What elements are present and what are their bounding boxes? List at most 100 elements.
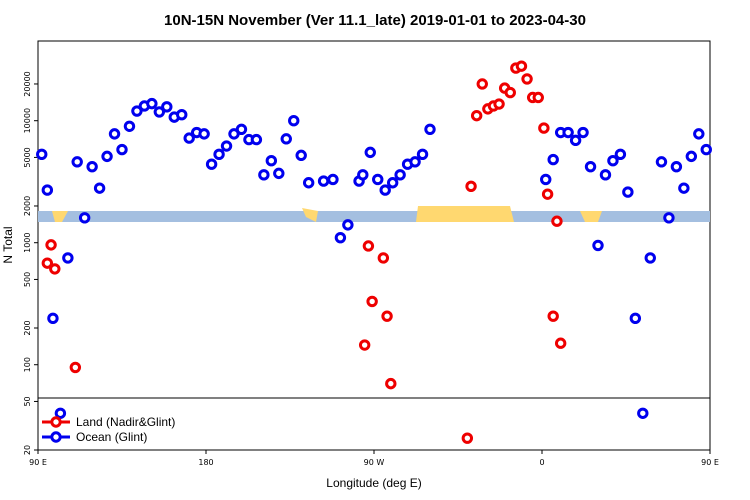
ocean-point xyxy=(47,312,59,325)
terrain-band xyxy=(38,206,710,222)
land-point xyxy=(541,188,554,200)
x-tick-label: 0 xyxy=(539,458,544,467)
terrain-land-patch xyxy=(52,211,68,222)
ocean-point xyxy=(622,186,634,198)
land-point xyxy=(493,98,505,110)
x-tick-label: 90 E xyxy=(701,458,719,467)
terrain-band-ocean xyxy=(38,211,710,222)
ocean-point xyxy=(364,146,376,159)
ocean-point xyxy=(342,219,354,231)
ocean-point xyxy=(205,158,218,170)
ocean-point xyxy=(700,143,712,156)
ocean-point xyxy=(198,128,210,140)
y-tick-label: 200 xyxy=(23,320,32,335)
y-tick-label: 2000 xyxy=(23,196,32,216)
ocean-point xyxy=(317,175,330,187)
ocean-point xyxy=(357,169,369,181)
land-point xyxy=(41,257,54,269)
ocean-point xyxy=(41,184,54,196)
ocean-point xyxy=(288,114,300,127)
ocean-point xyxy=(614,148,627,161)
ocean-point xyxy=(379,184,391,196)
ocean-point xyxy=(577,126,589,139)
ocean-point xyxy=(220,140,233,152)
ocean-point xyxy=(372,173,384,186)
ocean-point xyxy=(176,108,188,121)
x-axis-label: Longitude (deg E) xyxy=(326,476,421,490)
y-tick-label: 5000 xyxy=(23,147,32,167)
legend-ocean-label: Ocean (Glint) xyxy=(76,430,147,444)
legend-land-marker xyxy=(50,416,62,428)
land-point xyxy=(547,310,559,322)
ocean-point xyxy=(153,106,166,118)
ocean-point xyxy=(295,149,307,162)
ocean-point xyxy=(183,132,195,144)
land-point xyxy=(476,78,488,90)
y-axis: 20 50 100 200 500 1000 2000 5000 10000 20000 xyxy=(23,71,38,455)
ocean-point xyxy=(71,156,83,168)
land-point xyxy=(465,180,477,192)
ocean-point xyxy=(569,134,582,147)
ocean-point xyxy=(394,169,406,181)
land-point xyxy=(377,252,390,264)
ocean-point xyxy=(644,252,656,264)
legend-land-label: Land (Nadir&Glint) xyxy=(76,415,175,429)
ocean-point xyxy=(334,231,347,244)
series-ocean xyxy=(36,97,712,419)
ocean-point xyxy=(327,173,339,186)
ocean-point xyxy=(86,160,98,173)
ocean-point xyxy=(637,407,649,419)
land-point xyxy=(69,361,82,374)
y-axis-label: N Total xyxy=(1,226,15,263)
ocean-point xyxy=(693,128,705,140)
land-point xyxy=(461,432,474,444)
land-point xyxy=(381,310,393,322)
y-tick-label: 20 xyxy=(23,445,32,455)
ocean-point xyxy=(280,133,292,145)
land-point xyxy=(551,215,563,227)
ocean-point xyxy=(265,155,278,167)
ocean-point xyxy=(655,156,668,168)
ocean-point xyxy=(547,153,559,166)
ocean-point xyxy=(409,156,421,168)
land-point xyxy=(538,122,550,134)
ocean-point xyxy=(123,120,136,132)
land-point xyxy=(385,377,397,390)
ocean-point xyxy=(273,167,285,180)
land-point xyxy=(532,91,544,104)
land-point xyxy=(362,240,375,252)
ocean-point xyxy=(685,150,698,163)
land-point xyxy=(45,239,57,251)
legend: Land (Nadir&Glint) Ocean (Glint) xyxy=(42,415,175,444)
land-point xyxy=(49,263,61,275)
y-tick-label: 20000 xyxy=(23,71,32,96)
ocean-point xyxy=(678,182,690,194)
ocean-point xyxy=(670,160,683,173)
terrain-land-patch xyxy=(416,206,514,222)
land-point xyxy=(366,295,378,308)
terrain-land-patch xyxy=(302,208,318,222)
ocean-point xyxy=(146,97,158,110)
ocean-point xyxy=(540,173,552,186)
ocean-point xyxy=(116,143,128,156)
x-axis: 90 E 180 90 W 0 90 E xyxy=(29,450,719,467)
ocean-point xyxy=(386,177,399,189)
x-tick-label: 180 xyxy=(198,458,213,467)
land-point xyxy=(504,86,516,99)
ocean-point xyxy=(629,312,642,325)
ocean-point xyxy=(36,148,48,161)
chart-title: 10N-15N November (Ver 11.1_late) 2019-01… xyxy=(164,12,586,29)
ocean-point xyxy=(213,148,225,161)
land-point xyxy=(554,337,567,349)
ocean-point xyxy=(108,128,121,140)
x-tick-label: 90 E xyxy=(29,458,47,467)
y-tick-label: 50 xyxy=(23,396,32,406)
terrain-land-patch xyxy=(580,211,602,222)
ocean-point xyxy=(584,160,597,173)
ocean-point xyxy=(302,177,315,189)
ocean-point xyxy=(235,123,248,136)
ocean-point xyxy=(62,252,74,264)
ocean-point xyxy=(131,105,143,117)
y-tick-label: 1000 xyxy=(23,233,32,253)
x-tick-label: 90 W xyxy=(364,458,385,467)
